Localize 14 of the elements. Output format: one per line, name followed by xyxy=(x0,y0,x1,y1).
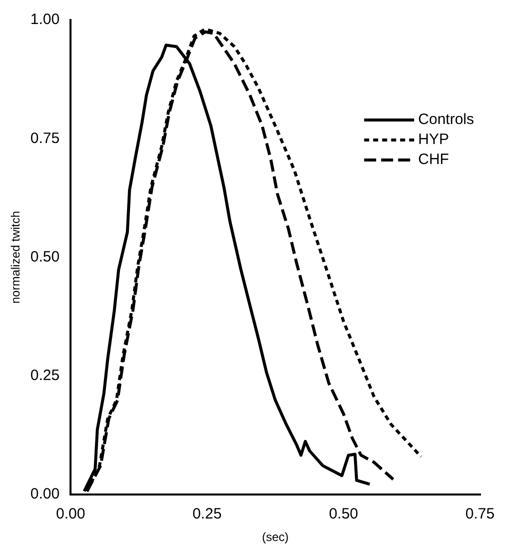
x-tick-label: 0.25 xyxy=(192,506,222,523)
legend-label: CHF xyxy=(418,151,449,168)
y-tick-label: 0.25 xyxy=(30,367,60,384)
x-axis-title: (sec) xyxy=(262,530,289,544)
x-tick-label: 0.50 xyxy=(328,506,358,523)
y-tick-label: 0.50 xyxy=(30,248,60,266)
y-tick-label: 0.75 xyxy=(30,130,60,147)
legend-label: HYP xyxy=(418,131,449,148)
y-axis-title: normalized twitch xyxy=(8,210,23,304)
y-tick-label: 0.00 xyxy=(30,486,60,503)
x-tick-label: 0.75 xyxy=(465,506,495,523)
x-tick-label: 0.00 xyxy=(56,506,86,523)
legend-label: Controls xyxy=(418,111,474,128)
y-tick-label: 1.00 xyxy=(30,11,60,28)
